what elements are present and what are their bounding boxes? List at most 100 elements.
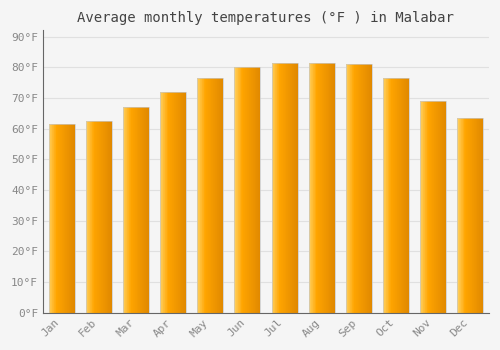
- Bar: [127, 107, 128, 313]
- Bar: [147, 107, 148, 313]
- Bar: [480, 118, 482, 313]
- Bar: [252, 67, 254, 313]
- Bar: [471, 118, 472, 313]
- Bar: [212, 78, 213, 313]
- Bar: [287, 63, 288, 313]
- Bar: [178, 92, 179, 313]
- Bar: [286, 63, 287, 313]
- Bar: [283, 63, 284, 313]
- Bar: [406, 78, 407, 313]
- Bar: [130, 107, 132, 313]
- Bar: [236, 67, 237, 313]
- Bar: [325, 63, 326, 313]
- Bar: [242, 67, 243, 313]
- Bar: [237, 67, 238, 313]
- Bar: [464, 118, 465, 313]
- Bar: [272, 63, 297, 313]
- Bar: [433, 101, 434, 313]
- Bar: [458, 118, 483, 313]
- Bar: [255, 67, 256, 313]
- Bar: [348, 64, 349, 313]
- Bar: [57, 124, 58, 313]
- Bar: [442, 101, 443, 313]
- Bar: [322, 63, 323, 313]
- Bar: [364, 64, 365, 313]
- Bar: [371, 64, 372, 313]
- Bar: [465, 118, 466, 313]
- Bar: [234, 67, 260, 313]
- Bar: [244, 67, 245, 313]
- Bar: [168, 92, 169, 313]
- Bar: [422, 101, 423, 313]
- Bar: [235, 67, 236, 313]
- Bar: [104, 121, 106, 313]
- Bar: [105, 121, 106, 313]
- Bar: [358, 64, 359, 313]
- Bar: [422, 101, 424, 313]
- Bar: [243, 67, 244, 313]
- Bar: [62, 124, 63, 313]
- Bar: [137, 107, 138, 313]
- Bar: [160, 92, 186, 313]
- Bar: [386, 78, 387, 313]
- Bar: [326, 63, 327, 313]
- Bar: [402, 78, 403, 313]
- Bar: [210, 78, 211, 313]
- Bar: [179, 92, 180, 313]
- Bar: [362, 64, 364, 313]
- Bar: [254, 67, 255, 313]
- Bar: [474, 118, 475, 313]
- Bar: [466, 118, 467, 313]
- Bar: [107, 121, 108, 313]
- Bar: [174, 92, 175, 313]
- Bar: [435, 101, 436, 313]
- Bar: [55, 124, 56, 313]
- Bar: [332, 63, 333, 313]
- Bar: [308, 63, 310, 313]
- Bar: [384, 78, 385, 313]
- Bar: [257, 67, 258, 313]
- Bar: [394, 78, 396, 313]
- Bar: [58, 124, 59, 313]
- Bar: [48, 124, 50, 313]
- Bar: [135, 107, 136, 313]
- Bar: [383, 78, 409, 313]
- Bar: [221, 78, 222, 313]
- Bar: [470, 118, 471, 313]
- Bar: [317, 63, 318, 313]
- Bar: [461, 118, 462, 313]
- Bar: [315, 63, 316, 313]
- Bar: [61, 124, 62, 313]
- Bar: [469, 118, 470, 313]
- Bar: [424, 101, 425, 313]
- Bar: [468, 118, 469, 313]
- Bar: [352, 64, 353, 313]
- Bar: [138, 107, 139, 313]
- Bar: [123, 107, 149, 313]
- Bar: [437, 101, 438, 313]
- Bar: [429, 101, 430, 313]
- Bar: [401, 78, 402, 313]
- Bar: [292, 63, 293, 313]
- Bar: [220, 78, 222, 313]
- Bar: [387, 78, 388, 313]
- Bar: [106, 121, 107, 313]
- Bar: [272, 63, 273, 313]
- Bar: [312, 63, 314, 313]
- Bar: [321, 63, 322, 313]
- Bar: [424, 101, 426, 313]
- Bar: [51, 124, 52, 313]
- Bar: [475, 118, 476, 313]
- Bar: [351, 64, 352, 313]
- Bar: [473, 118, 474, 313]
- Bar: [128, 107, 130, 313]
- Bar: [88, 121, 89, 313]
- Bar: [383, 78, 384, 313]
- Bar: [480, 118, 481, 313]
- Bar: [148, 107, 149, 313]
- Bar: [360, 64, 361, 313]
- Bar: [482, 118, 484, 313]
- Bar: [92, 121, 93, 313]
- Bar: [428, 101, 430, 313]
- Bar: [295, 63, 296, 313]
